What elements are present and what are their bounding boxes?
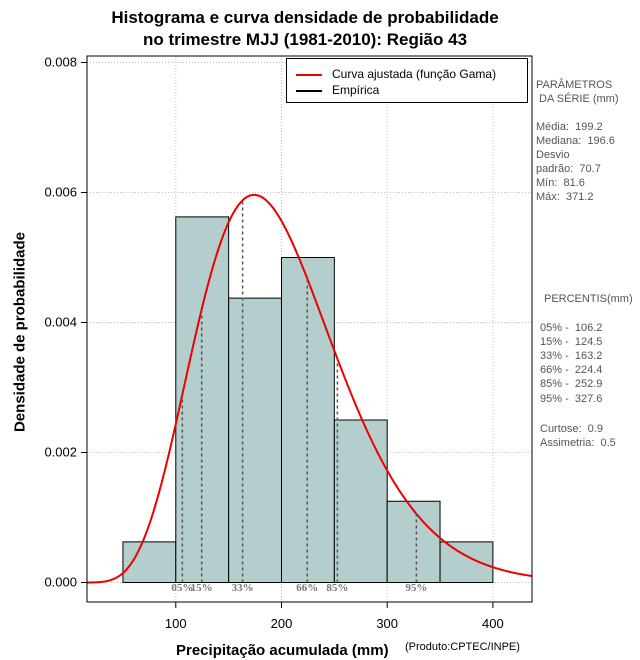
credit-label: (Produto:CPTEC/INPE) xyxy=(405,641,520,653)
stat-median: Mediana: 196.6 xyxy=(536,135,615,147)
chart-title-line1: Histograma e curva densidade de probabil… xyxy=(111,8,499,27)
fitted-curve-layer xyxy=(86,193,533,584)
histogram-bar xyxy=(228,297,282,583)
x-tick-label: 300 xyxy=(376,616,398,631)
stat-p85: 85% - 252.9 xyxy=(540,378,603,390)
stat-std-value: padrão: 70.7 xyxy=(536,163,601,175)
stat-mean: Média: 199.2 xyxy=(536,121,603,133)
params-title: PARÂMETROS xyxy=(536,79,613,91)
percentile-markers: 05%15% 33% 66% 85% 95% xyxy=(171,200,427,594)
legend: Curva ajustada (função Gama) Empírica xyxy=(286,58,528,103)
y-tick-label: 0.008 xyxy=(44,55,77,70)
stat-std-label: Desvio xyxy=(536,149,570,161)
legend-fitted-swatch xyxy=(296,74,322,76)
y-axis-label: Densidade de probabilidade xyxy=(11,231,29,433)
x-tick-label: 100 xyxy=(165,616,187,631)
stat-p95: 95% - 327.6 xyxy=(540,393,603,405)
legend-empirical-swatch xyxy=(296,90,322,92)
fitted-gamma-curve xyxy=(86,193,533,584)
y-tick-label: 0.006 xyxy=(44,185,77,200)
stat-kurtosis: Curtose: 0.9 xyxy=(540,423,603,435)
percentile-label: 95% xyxy=(405,582,427,594)
plot-frame xyxy=(86,55,533,603)
stat-max: Máx: 371.2 xyxy=(536,191,594,203)
params-subtitle: DA SÉRIE (mm) xyxy=(536,93,619,105)
stat-p33: 33% - 163.2 xyxy=(540,350,603,362)
histogram-bar xyxy=(386,500,441,583)
stat-p05: 05% - 106.2 xyxy=(540,322,603,334)
axes: 100 200 300 400 0.000 0.002 0.004 0.006 0.008 xyxy=(44,55,503,632)
y-tick-label: 0.000 xyxy=(44,575,77,590)
legend-empirical-label: Empírica xyxy=(332,83,380,97)
percentile-label: 85% xyxy=(326,582,348,594)
stat-p66: 66% - 224.4 xyxy=(540,364,603,376)
percentile-label: 15% xyxy=(191,582,213,594)
histogram-bar xyxy=(333,419,388,583)
percentile-label: 05% xyxy=(171,582,193,594)
percentile-label: 33% xyxy=(232,582,254,594)
stat-min: Mín: 81.6 xyxy=(536,177,585,189)
x-axis-label: Precipitação acumulada (mm) xyxy=(176,642,389,659)
y-tick-label: 0.002 xyxy=(44,445,77,460)
legend-fitted-label: Curva ajustada (função Gama) xyxy=(332,67,497,81)
percentile-label: 66% xyxy=(296,582,318,594)
stat-p15: 15% - 124.5 xyxy=(540,336,603,348)
chart-title-line2: no trimestre MJJ (1981-2010): Região 43 xyxy=(142,30,468,49)
y-tick-label: 0.004 xyxy=(44,315,77,330)
stat-skewness: Assimetria: 0.5 xyxy=(540,437,616,449)
percentis-title: PERCENTIS(mm) xyxy=(544,293,633,305)
x-tick-label: 200 xyxy=(271,616,293,631)
histogram-bar xyxy=(439,541,494,583)
x-tick-label: 400 xyxy=(482,616,504,631)
